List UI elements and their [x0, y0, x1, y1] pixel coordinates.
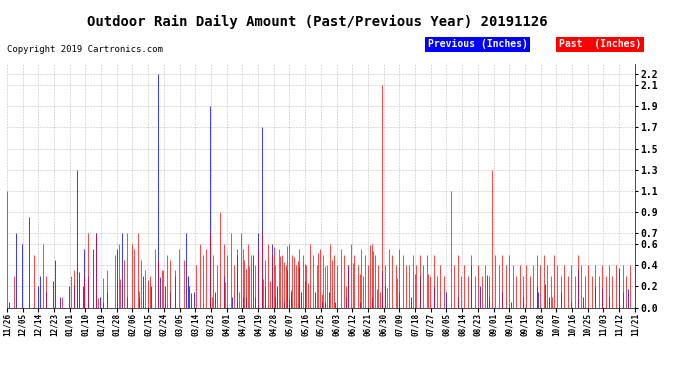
Text: Copyright 2019 Cartronics.com: Copyright 2019 Cartronics.com	[7, 45, 163, 54]
Text: Past  (Inches): Past (Inches)	[559, 39, 641, 50]
Text: Outdoor Rain Daily Amount (Past/Previous Year) 20191126: Outdoor Rain Daily Amount (Past/Previous…	[87, 15, 548, 29]
Text: Previous (Inches): Previous (Inches)	[428, 39, 528, 50]
